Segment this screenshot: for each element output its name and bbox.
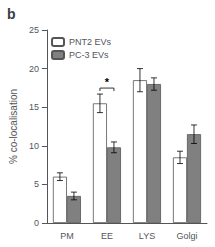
svg-text:0: 0 [34, 218, 39, 228]
svg-text:5: 5 [34, 179, 39, 189]
svg-text:PNT2 EVs: PNT2 EVs [69, 37, 112, 47]
svg-text:b: b [7, 6, 16, 22]
svg-text:LYS: LYS [139, 231, 155, 241]
svg-text:PM: PM [60, 231, 74, 241]
svg-text:10: 10 [29, 141, 39, 151]
svg-text:20: 20 [29, 64, 39, 74]
svg-text:EE: EE [101, 231, 113, 241]
svg-text:15: 15 [29, 102, 39, 112]
svg-text:25: 25 [29, 25, 39, 35]
svg-text:% co-localisation: % co-localisation [8, 89, 19, 164]
svg-text:Golgi: Golgi [176, 231, 197, 241]
svg-text:PC-3 EVs: PC-3 EVs [69, 50, 109, 60]
svg-text:*: * [105, 76, 110, 88]
